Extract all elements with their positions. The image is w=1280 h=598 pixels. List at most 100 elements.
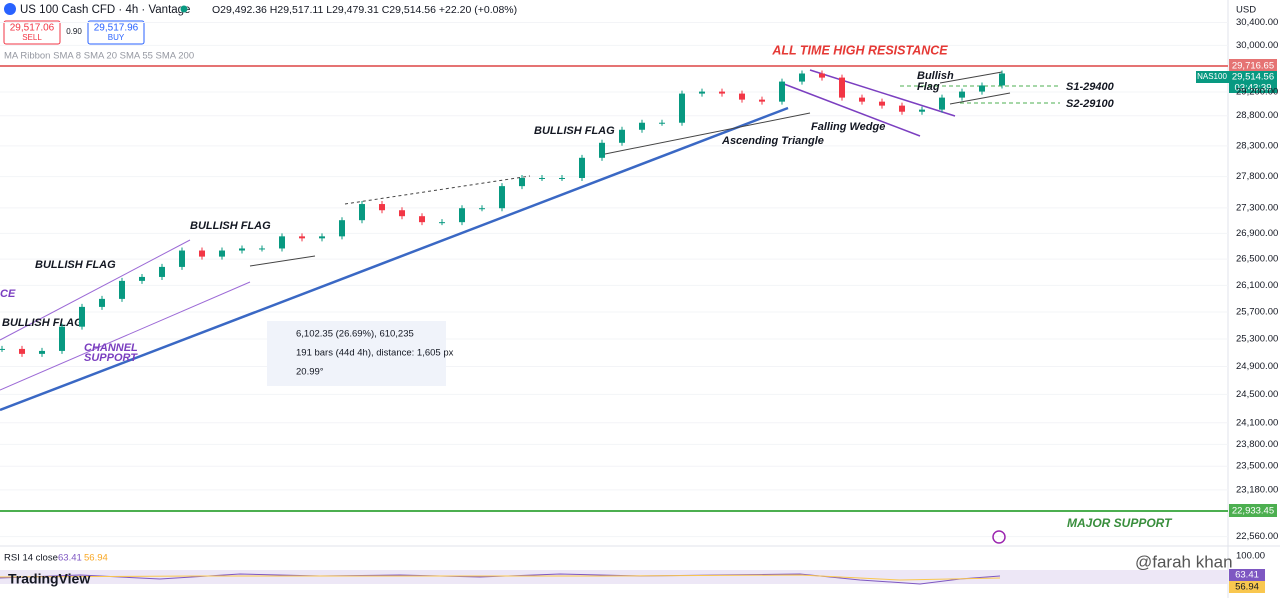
flag-line	[939, 71, 1003, 84]
candle	[939, 97, 945, 110]
flag-line	[949, 92, 1011, 105]
annotation: Ascending Triangle	[721, 135, 824, 147]
candle	[699, 91, 705, 94]
logo: TradingView	[8, 571, 90, 587]
candle	[919, 109, 925, 112]
candle	[339, 220, 345, 237]
ath-tag-text: 29,716.65	[1232, 61, 1274, 72]
measure-range: 6,102.35 (26.69%), 610,235	[296, 329, 414, 340]
buy-label: BUY	[108, 33, 125, 42]
candle	[759, 99, 765, 102]
ohlc: O29,492.36 H29,517.11 L29,479.31 C29,514…	[212, 4, 517, 16]
countdown: 03:43:39	[1235, 83, 1272, 94]
annotation: BULLISH FLAG	[190, 220, 271, 232]
candle	[419, 216, 425, 223]
market-status	[180, 5, 188, 13]
annotation: Bullish	[917, 70, 954, 82]
symbol-icon	[4, 3, 16, 15]
trend-line	[0, 106, 789, 412]
rsi-ma-value: 56.94	[84, 553, 108, 564]
candle	[639, 122, 645, 130]
candle	[979, 85, 985, 92]
annotation: BULLISH FLAG	[35, 259, 116, 271]
rsi-ma-tag-text: 56.94	[1235, 582, 1259, 593]
candle	[739, 93, 745, 100]
y-tick-label: 23,800.00	[1236, 439, 1278, 450]
rsi-band	[0, 570, 1228, 584]
y-tick-label: 22,560.00	[1236, 531, 1278, 542]
alert-icon[interactable]	[992, 530, 1006, 544]
flag-line	[249, 255, 316, 267]
candle	[119, 280, 125, 299]
spread: 0.90	[66, 27, 82, 36]
y-tick-label: 26,500.00	[1236, 254, 1278, 265]
y-tick-label: 28,800.00	[1236, 110, 1278, 121]
y-tick-label: 30,400.00	[1236, 17, 1278, 28]
measure-angle: 20.99°	[296, 367, 324, 378]
sell-button[interactable]	[3, 20, 61, 45]
y-tick-label: 23,180.00	[1236, 484, 1278, 495]
measure-bars: 191 bars (44d 4h), distance: 1,605 px	[296, 348, 454, 359]
candle	[459, 208, 465, 223]
annotation: BULLISH FLAG	[534, 125, 615, 137]
annotation: S2-29100	[1066, 98, 1115, 110]
candle	[879, 101, 885, 106]
candle	[779, 81, 785, 102]
candle	[959, 91, 965, 98]
sell-label: SELL	[22, 33, 42, 42]
candle	[299, 236, 305, 239]
wedge-line	[783, 83, 921, 137]
rsi-ma	[0, 574, 1001, 581]
rsi-line	[0, 573, 1001, 585]
candle	[79, 306, 85, 327]
annotation: SUPPORT	[84, 352, 138, 364]
y-tick-label: 24,500.00	[1236, 389, 1278, 400]
watermark: @farah khan	[1135, 552, 1233, 571]
annotation: BULLISH FLAG	[2, 317, 83, 329]
candle	[359, 204, 365, 221]
candle	[899, 105, 905, 112]
measure-box	[267, 321, 446, 386]
candle	[659, 122, 665, 124]
buy-price: 29,517.96	[94, 23, 139, 34]
ath-tag	[1229, 59, 1277, 72]
y-tick-label: 25,700.00	[1236, 307, 1278, 318]
symbol-tag-text: NAS100	[1197, 72, 1227, 81]
last-tag	[1229, 71, 1277, 93]
candle	[559, 177, 565, 179]
candle	[619, 129, 625, 143]
y-tick-label: 28,300.00	[1236, 140, 1278, 151]
candle	[279, 236, 285, 249]
candle	[399, 210, 405, 217]
symbol-tag	[1196, 71, 1229, 83]
candle	[839, 77, 845, 98]
buy-button[interactable]	[87, 20, 145, 45]
candle	[0, 348, 5, 350]
annotation: CHANNEL	[84, 342, 138, 354]
candle	[519, 177, 525, 187]
candle	[499, 186, 505, 209]
candle	[159, 266, 165, 277]
candle	[819, 73, 825, 78]
candle	[599, 142, 605, 158]
channel-line	[0, 239, 191, 341]
annotation: S1-29400	[1066, 81, 1115, 93]
support-tag	[1229, 504, 1277, 517]
annotation: Falling Wedge	[811, 121, 885, 133]
annotation: ALL TIME HIGH RESISTANCE	[771, 43, 948, 57]
candle	[319, 236, 325, 239]
candle	[99, 298, 105, 307]
candle	[799, 73, 805, 82]
rsi-value: 63.41	[58, 553, 82, 564]
indicator-legend: MA Ribbon SMA 8 SMA 20 SMA 55 SMA 200	[4, 51, 194, 62]
candle	[239, 248, 245, 251]
candle	[439, 222, 445, 224]
candle	[19, 348, 25, 354]
candle	[139, 276, 145, 281]
y-tick-label: 30,000.00	[1236, 40, 1278, 51]
candle	[199, 250, 205, 257]
candle	[179, 250, 185, 267]
candle	[679, 93, 685, 123]
rsi-ma-tag	[1229, 581, 1265, 593]
